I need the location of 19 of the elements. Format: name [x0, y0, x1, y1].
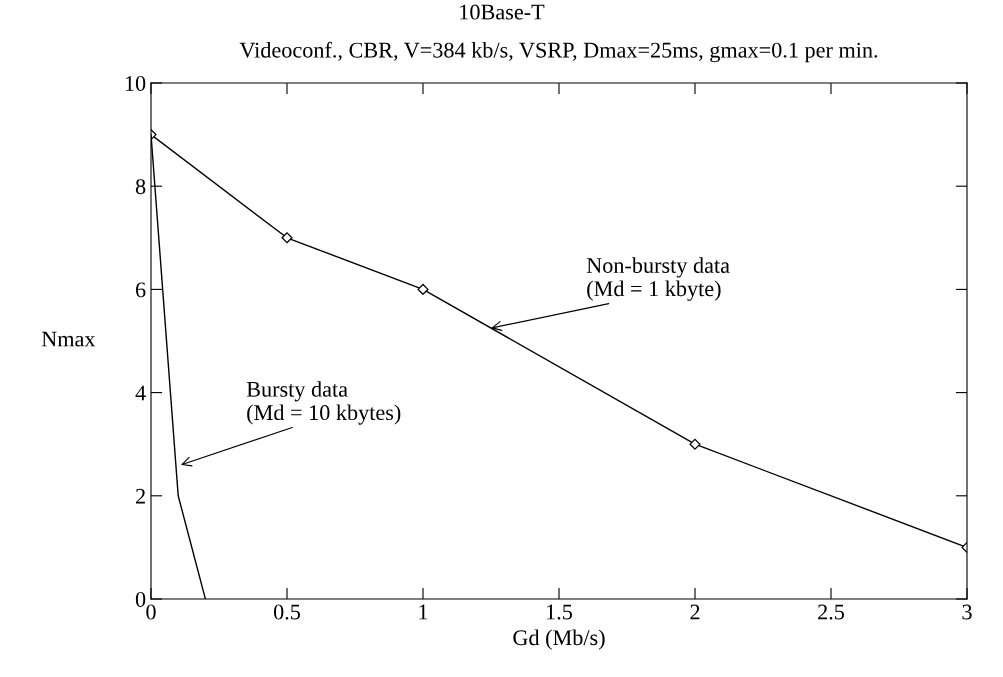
y-tick-label: 4	[135, 385, 146, 401]
y-tick-label: 6	[135, 282, 146, 298]
x-tick-label: 0	[146, 604, 156, 620]
chart-subtitle: Videoconf., CBR, V=384 kb/s, VSRP, Dmax=25ms, gmax=0.1 per min.	[239, 41, 878, 63]
y-tick-label: 0	[135, 591, 146, 607]
x-tick-label: 3	[962, 604, 972, 620]
x-tick-label: 2.5	[818, 604, 845, 620]
y-tick-label: 8	[135, 179, 146, 195]
annotation: Bursty data (Md = 10 kbytes)	[246, 381, 401, 425]
x-tick-label: 1	[419, 604, 428, 620]
annotation: Non-bursty data (Md = 1 kbyte)	[586, 257, 730, 301]
y-tick-label: 10	[125, 75, 146, 91]
y-tick-label: 2	[136, 488, 145, 504]
x-tick-label: 2	[690, 604, 700, 620]
x-tick-label: 1.5	[547, 604, 573, 620]
x-axis-title: Gd (Mb/s)	[513, 629, 605, 650]
y-axis-title: Nmax	[41, 331, 96, 347]
x-tick-label: 0.5	[273, 604, 301, 620]
chart-title: 10Base-T	[460, 4, 545, 20]
